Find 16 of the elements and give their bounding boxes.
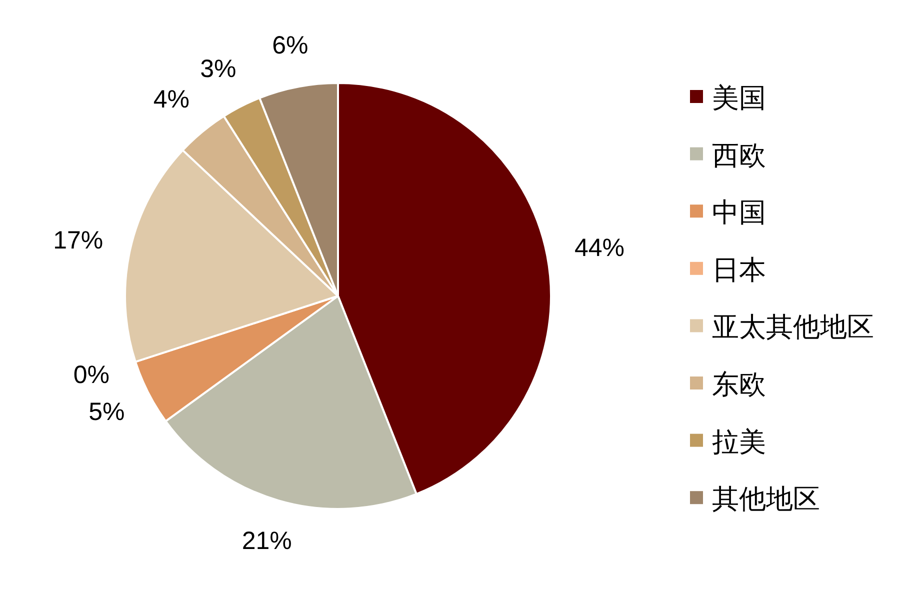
legend-label: 中国	[712, 198, 766, 228]
data-label: 17%	[53, 226, 104, 254]
legend-label: 其他地区	[712, 484, 820, 514]
legend-label: 美国	[712, 83, 766, 113]
legend-label: 亚太其他地区	[712, 312, 874, 342]
data-label: 6%	[272, 32, 308, 60]
text: 0%	[73, 360, 110, 389]
data-label: 44%	[574, 234, 625, 262]
legend-label: 东欧	[712, 370, 766, 400]
data-label: 21%	[242, 526, 292, 555]
legend-label: 拉美	[712, 426, 766, 457]
legend-label: 日本	[712, 254, 766, 285]
data-label: 5%	[88, 398, 125, 426]
data-label: 3%	[200, 54, 236, 83]
data-label: 4%	[153, 86, 190, 114]
legend-label: 西欧	[712, 140, 766, 170]
